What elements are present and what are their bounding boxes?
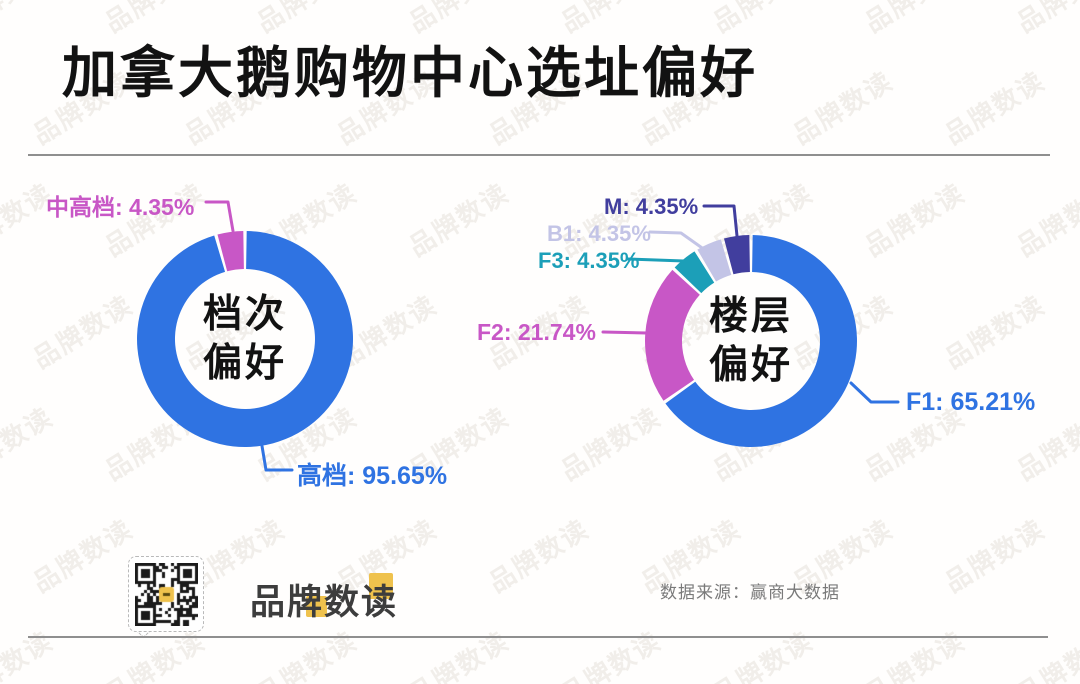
label-mid-high-grade: 中高档: 4.35% bbox=[46, 194, 195, 220]
floor-center-line-2: 偏好 bbox=[708, 344, 793, 388]
leader-line-f3 bbox=[626, 257, 686, 263]
floor-donut-center-label: 楼层 偏好 bbox=[671, 292, 831, 390]
floor-center-line-1: 楼层 bbox=[708, 295, 793, 338]
footer-divider bbox=[28, 636, 1048, 638]
label-high-grade: 高档: 95.65% bbox=[297, 462, 448, 490]
label-f3: F3: 4.35% bbox=[538, 248, 640, 273]
brand-logo-text: 品牌数读 bbox=[250, 583, 399, 622]
page-title: 加拿大鹅购物中心选址偏好 bbox=[62, 43, 759, 104]
logo-accent-square-2 bbox=[369, 573, 393, 599]
qr-code-icon bbox=[134, 562, 198, 626]
logo-accent-square-1 bbox=[306, 596, 327, 617]
donut-slice-mid-high-grade bbox=[217, 231, 244, 272]
qr-code-bubble bbox=[128, 556, 204, 632]
label-m: M: 4.35% bbox=[604, 194, 699, 219]
donut-slice-f1 bbox=[665, 235, 857, 447]
label-f1: F1: 65.21% bbox=[906, 388, 1036, 416]
grade-center-line-1: 档次 bbox=[202, 293, 287, 336]
leader-line-high-grade bbox=[260, 444, 294, 472]
leader-line-f1 bbox=[849, 381, 900, 404]
grade-donut-center-label: 档次 偏好 bbox=[165, 290, 325, 388]
grade-donut bbox=[137, 231, 354, 447]
leader-line-m bbox=[702, 204, 739, 238]
leader-line-b1 bbox=[648, 230, 707, 252]
label-f2: F2: 21.74% bbox=[477, 319, 596, 345]
donut-slice-m bbox=[723, 235, 750, 275]
leader-line-f2 bbox=[601, 330, 649, 335]
grade-center-line-2: 偏好 bbox=[202, 342, 287, 386]
donut-slice-f2 bbox=[645, 269, 700, 401]
leader-line-mid-high-grade bbox=[204, 200, 235, 233]
donut-slice-high-grade bbox=[137, 231, 354, 447]
label-b1: B1: 4.35% bbox=[547, 221, 651, 246]
title-divider bbox=[28, 154, 1050, 156]
data-source-text: 数据来源：赢商大数据 bbox=[660, 583, 840, 602]
